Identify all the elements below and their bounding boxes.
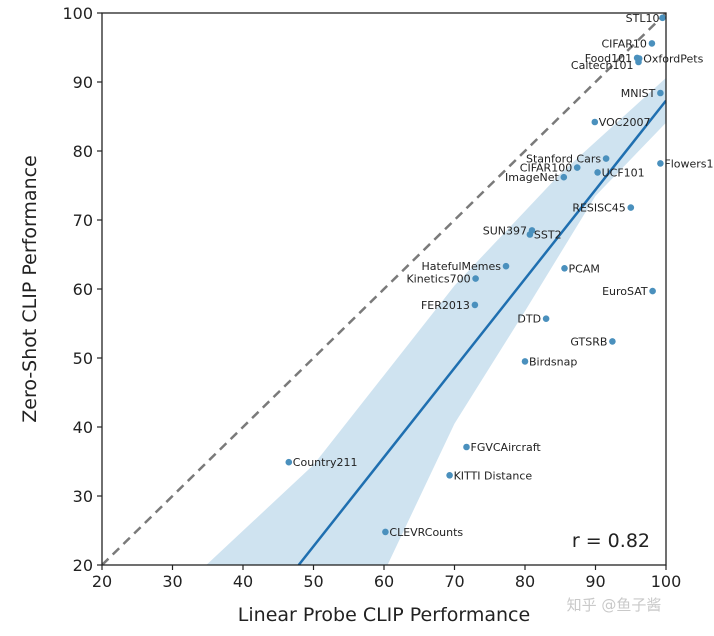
data-point (649, 287, 656, 295)
data-point (472, 275, 479, 282)
data-point (594, 169, 601, 176)
confidence-band (206, 77, 666, 565)
data-point (471, 301, 479, 309)
x-tick-label: 90 (585, 572, 605, 591)
x-tick-label: 50 (303, 572, 323, 591)
data-point-label: Stanford Cars (526, 153, 601, 166)
y-tick-label: 40 (73, 418, 93, 437)
data-point (659, 14, 666, 22)
data-point-label: STL10 (626, 12, 660, 25)
data-point-label: EuroSAT (602, 285, 648, 298)
regression-line (297, 99, 666, 565)
data-point (382, 528, 389, 536)
data-point (657, 89, 664, 97)
data-point-label: CLEVRCounts (389, 526, 463, 539)
x-tick-label: 80 (515, 572, 535, 591)
data-point (627, 204, 635, 211)
data-point (573, 164, 581, 171)
y-axis-title: Zero-Shot CLIP Performance (19, 155, 41, 423)
data-point-label: Flowers102 (664, 157, 714, 170)
x-tick-label: 60 (374, 572, 394, 591)
data-point-label: CIFAR100 (520, 162, 572, 175)
y-tick-label: 50 (73, 349, 93, 368)
data-point (526, 231, 534, 238)
data-point (502, 262, 510, 270)
data-point-label: Kinetics700 (406, 273, 470, 286)
watermark: 知乎 @鱼子酱 (567, 596, 662, 614)
data-point-label: RESISC45 (572, 202, 625, 215)
correlation-annotation: r = 0.82 (572, 530, 650, 552)
data-point-label: GTSRB (570, 335, 607, 348)
y-tick-label: 90 (73, 73, 93, 92)
x-axis-title: Linear Probe CLIP Performance (238, 604, 530, 626)
x-tick-label: 20 (92, 572, 112, 591)
x-tick-label: 70 (444, 572, 464, 591)
data-point-label: OxfordPets (643, 53, 703, 66)
data-point-label: SUN397 (483, 224, 527, 237)
x-tick-label: 40 (233, 572, 253, 591)
data-point (635, 58, 642, 66)
data-point-label: HatefulMemes (422, 260, 502, 273)
data-point-label: UCF101 (602, 166, 645, 179)
data-point-label: Caltech101 (571, 59, 634, 72)
y-tick-label: 100 (62, 4, 93, 23)
diagonal-reference-line (102, 13, 666, 565)
data-point (648, 40, 656, 47)
data-point-label: DTD (517, 313, 541, 326)
data-point-label: Food101 (585, 52, 632, 65)
data-point-label: ImageNet (505, 171, 559, 184)
data-point (463, 443, 470, 451)
data-point-label: FER2013 (421, 299, 470, 312)
data-point (591, 118, 599, 126)
data-point (602, 155, 610, 162)
y-tick-label: 80 (73, 142, 93, 161)
y-tick-label: 60 (73, 280, 93, 299)
y-tick-label: 30 (73, 487, 93, 506)
data-point-label: PCAM (569, 262, 600, 275)
data-point-label: Birdsnap (529, 355, 577, 368)
data-point-label: Country211 (293, 456, 358, 469)
y-tick-label: 70 (73, 211, 93, 230)
data-point (521, 358, 529, 365)
data-point-label: SST2 (534, 229, 562, 242)
data-point (609, 338, 616, 345)
data-point-label: CIFAR10 (601, 37, 646, 50)
data-point (285, 458, 293, 466)
data-point (657, 160, 664, 167)
x-tick-label: 30 (162, 572, 182, 591)
data-point (446, 472, 453, 479)
data-point-label: FGVCAircraft (471, 441, 542, 454)
y-tick-label: 20 (73, 556, 93, 575)
data-point (560, 173, 568, 181)
data-point-label: MNIST (621, 87, 656, 100)
data-point (561, 265, 568, 272)
x-tick-label: 100 (651, 572, 682, 591)
data-point (542, 315, 550, 323)
data-point-label: KITTI Distance (454, 469, 533, 482)
data-point-label: VOC2007 (599, 116, 651, 129)
